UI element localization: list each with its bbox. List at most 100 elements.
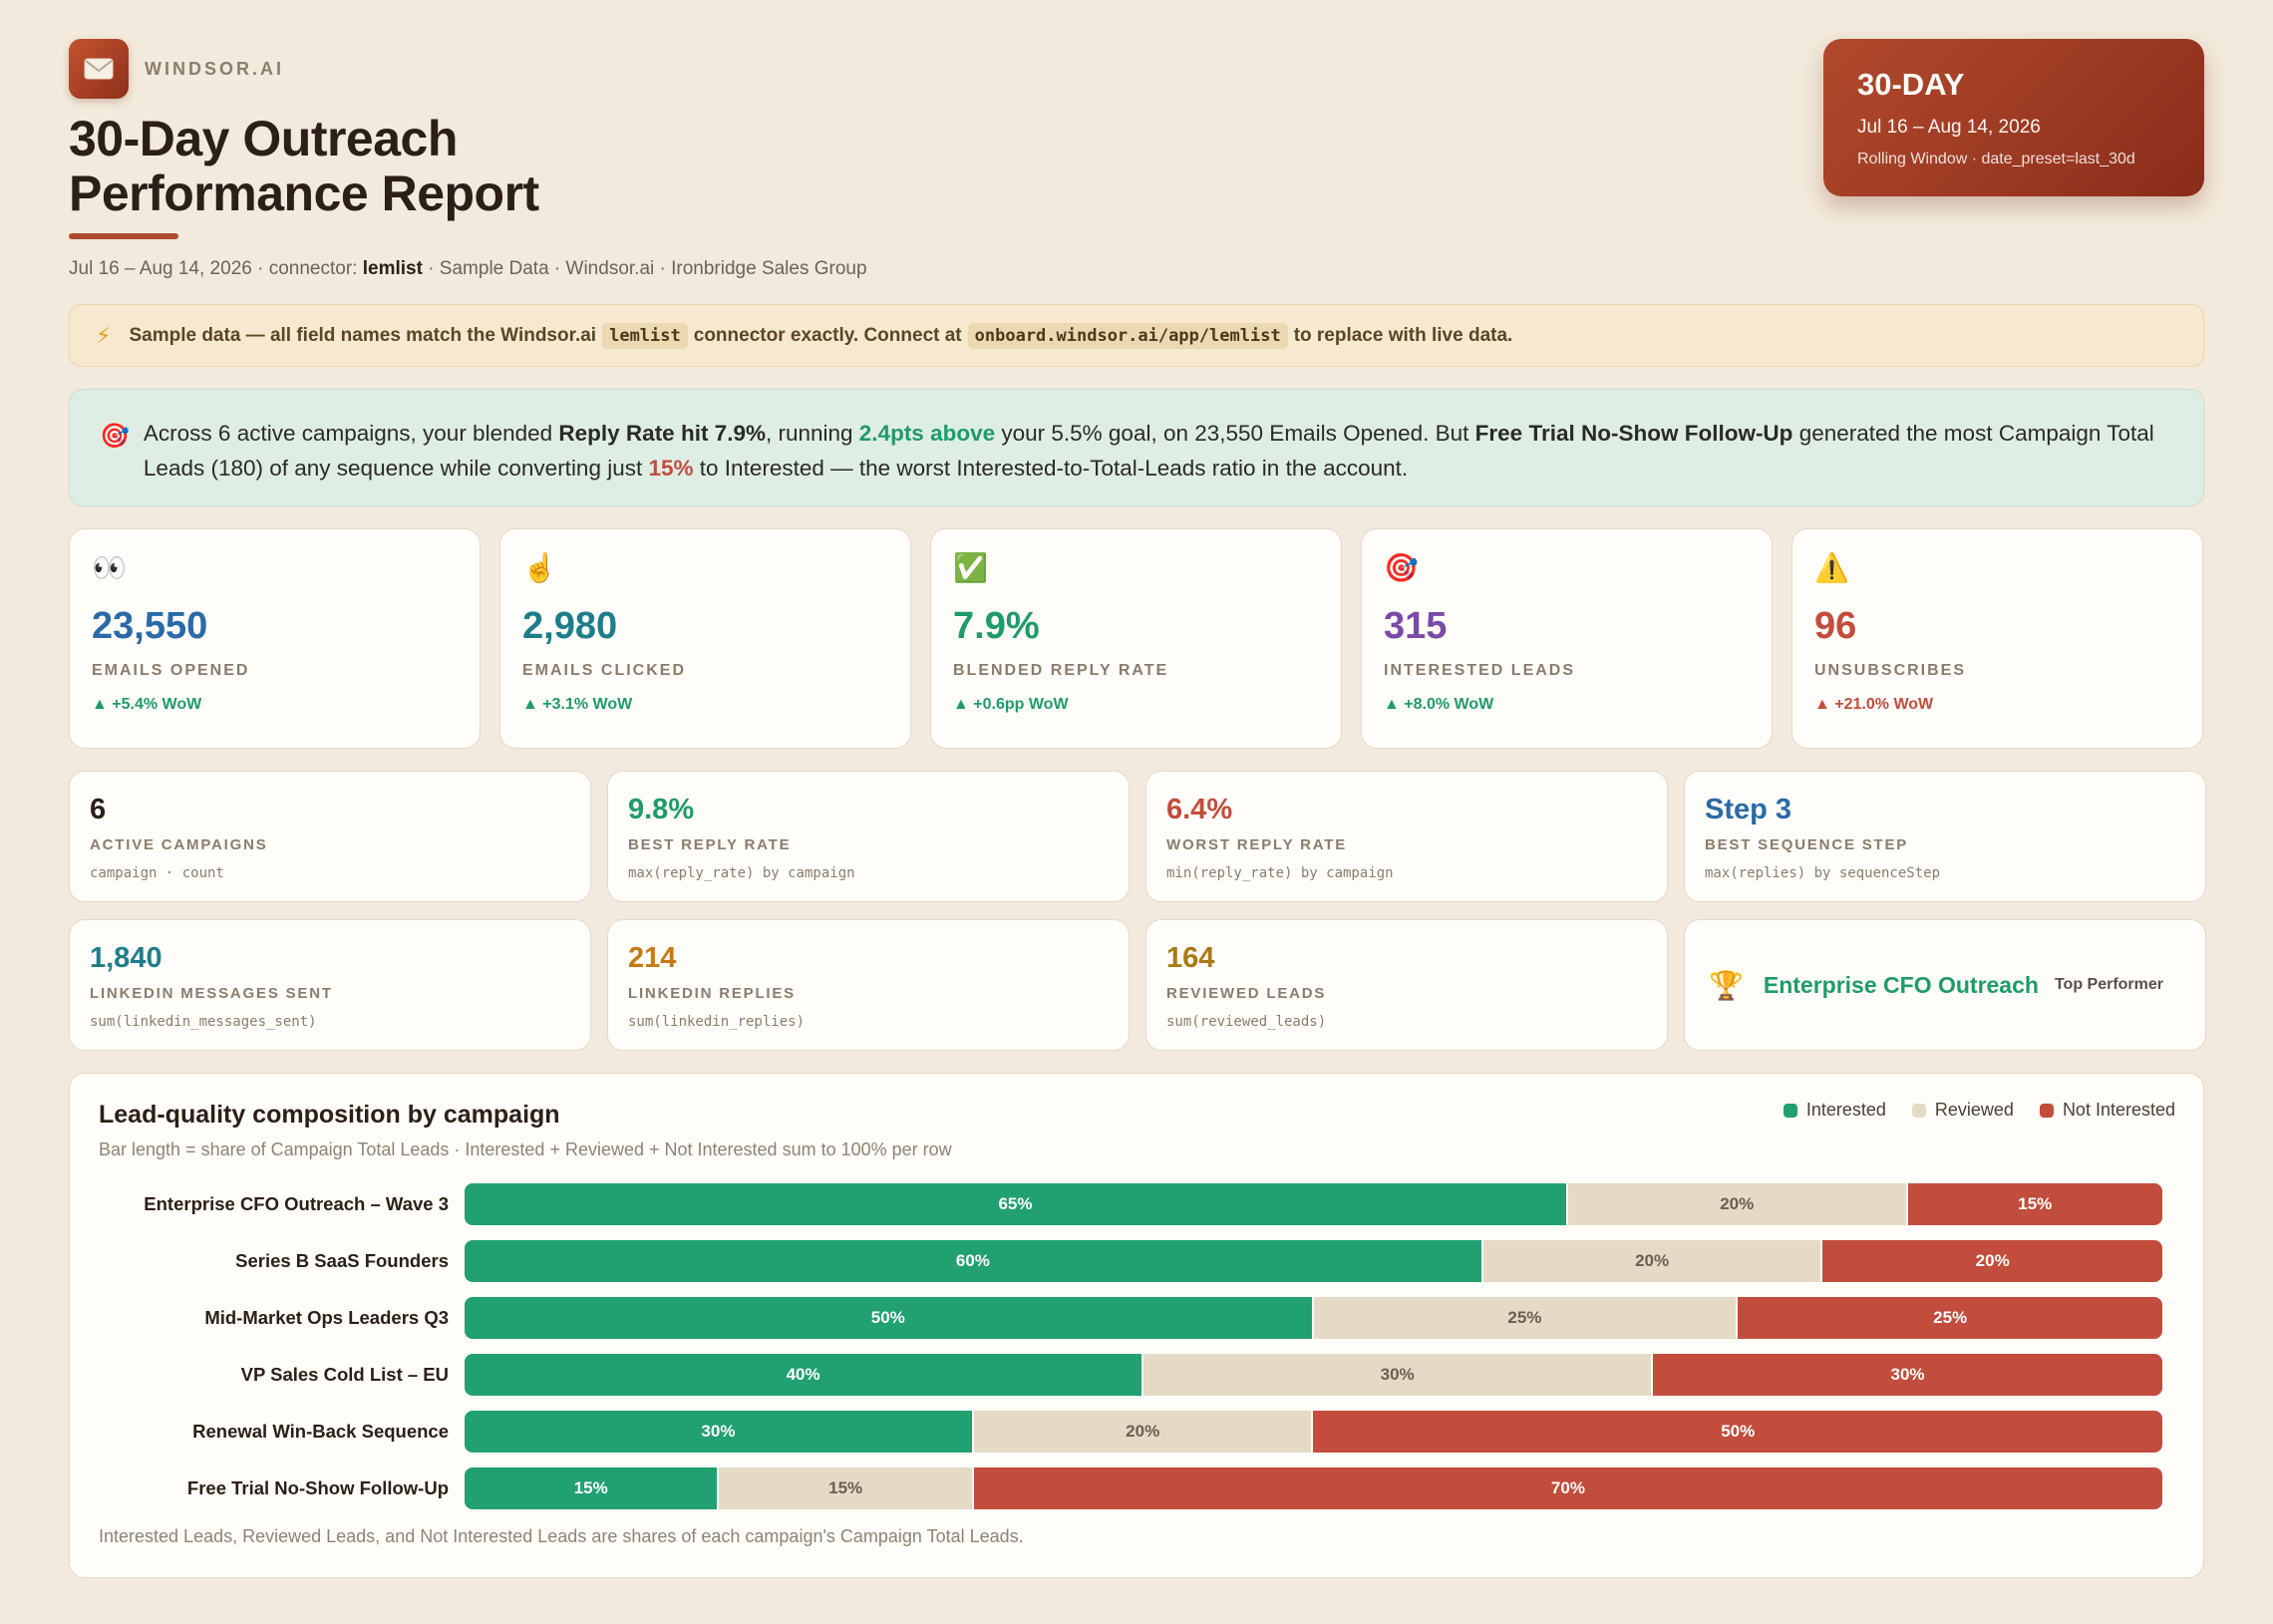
stacked-bar: 30% 20% 50% xyxy=(465,1411,2162,1453)
metric-formula: min(reply_rate) by campaign xyxy=(1166,865,1394,881)
brand: WINDSOR.AI xyxy=(69,39,284,99)
stacked-bar: 50% 25% 25% xyxy=(465,1297,2162,1339)
metric-value: 164 xyxy=(1166,942,1215,974)
period-title: 30-DAY xyxy=(1857,67,1965,102)
metric-formula: max(replies) by sequenceStep xyxy=(1705,865,1941,881)
metric-label: WORST REPLY RATE xyxy=(1166,836,1348,853)
kpi-delta: ▲ +0.6pp WoW xyxy=(953,696,1069,713)
metric-card: 1,840 LINKEDIN MESSAGES SENT sum(linkedin_… xyxy=(69,919,591,1051)
kpi-delta: ▲ +5.4% WoW xyxy=(92,696,202,713)
bar-segment-not-interested: 50% xyxy=(1313,1411,2162,1453)
legend-label: Interested xyxy=(1805,1100,1886,1120)
subtitle-source: · Sample Data · Windsor.ai · Ironbridge … xyxy=(422,258,867,279)
metric-label: ACTIVE CAMPAIGNS xyxy=(90,836,268,853)
kpi-label: INTERESTED LEADS xyxy=(1384,662,1576,679)
notice-text: to replace with live data. xyxy=(1293,324,1513,346)
brand-name: WINDSOR.AI xyxy=(145,58,284,79)
legend-item: Reviewed xyxy=(1911,1100,2014,1121)
kpi-card: 🎯 315 INTERESTED LEADS ▲ +8.0% WoW xyxy=(1361,528,1773,749)
subtitle-date-range: Jul 16 – Aug 14, 2026 · connector: xyxy=(69,258,363,279)
campaign-label: VP Sales Cold List – EU xyxy=(240,1364,449,1385)
period-card: 30-DAY Jul 16 – Aug 14, 2026 Rolling Win… xyxy=(1823,39,2204,196)
notice-text: Sample data — all field names match the … xyxy=(129,324,597,346)
kpi-value: 315 xyxy=(1384,605,1448,647)
envelope-icon xyxy=(69,39,129,99)
period-range: Jul 16 – Aug 14, 2026 xyxy=(1857,117,2041,138)
bar-segment-reviewed: 30% xyxy=(1143,1354,1654,1396)
metric-card: 6.4% WORST REPLY RATE min(reply_rate) by c… xyxy=(1145,771,1668,902)
insight-text: Across 6 active campaigns, your blended … xyxy=(143,421,2154,481)
metric-value: 214 xyxy=(628,942,677,974)
metric-label: BEST SEQUENCE STEP xyxy=(1705,836,1909,853)
metric-card: 6 ACTIVE CAMPAIGNS campaign · count xyxy=(69,771,591,902)
stacked-bar: 65% 20% 15% xyxy=(465,1183,2162,1225)
metric-card: 9.8% BEST REPLY RATE max(reply_rate) by ca… xyxy=(607,771,1130,902)
campaign-label: Mid-Market Ops Leaders Q3 xyxy=(204,1307,449,1328)
bar-segment-interested: 50% xyxy=(465,1297,1314,1339)
notice-text: connector exactly. Connect at xyxy=(693,324,962,346)
chart-row: Series B SaaS Founders 60% 20% 20% xyxy=(70,1240,2205,1282)
campaign-label: Renewal Win-Back Sequence xyxy=(192,1421,449,1442)
kpi-value: 23,550 xyxy=(92,605,208,647)
metric-value: 1,840 xyxy=(90,942,162,974)
stacked-bar: 60% 20% 20% xyxy=(465,1240,2162,1282)
chart-row: Renewal Win-Back Sequence 30% 20% 50% xyxy=(70,1411,2205,1453)
bar-segment-reviewed: 25% xyxy=(1313,1297,1739,1339)
legend-swatch xyxy=(2039,1103,2054,1118)
metric-label: LINKEDIN REPLIES xyxy=(628,985,796,1002)
metric-formula: sum(linkedin_messages_sent) xyxy=(90,1014,317,1030)
metric-value: 9.8% xyxy=(628,794,695,825)
metric-value: 6.4% xyxy=(1166,794,1233,825)
top-performer-card: 🏆 Enterprise CFO Outreach Top Performer xyxy=(1684,919,2206,1051)
kpi-card: ☝️ 2,980 EMAILS CLICKED ▲ +3.1% WoW xyxy=(499,528,911,749)
chart-subtitle: Bar length = share of Campaign Total Lea… xyxy=(99,1139,952,1159)
connector-chip: lemlist xyxy=(602,322,688,349)
kpi-delta: ▲ +8.0% WoW xyxy=(1384,696,1494,713)
bar-segment-interested: 40% xyxy=(465,1354,1144,1396)
metric-formula: sum(linkedin_replies) xyxy=(628,1014,806,1030)
target-icon: 🎯 xyxy=(1384,552,1419,583)
kpi-label: BLENDED REPLY RATE xyxy=(953,662,1169,679)
kpi-label: UNSUBSCRIBES xyxy=(1814,662,1967,679)
legend-swatch xyxy=(1783,1103,1797,1118)
metric-label: LINKEDIN MESSAGES SENT xyxy=(90,985,333,1002)
bar-segment-interested: 15% xyxy=(465,1467,720,1509)
metric-value: Step 3 xyxy=(1705,794,1792,825)
metric-card: 214 LINKEDIN REPLIES sum(linkedin_replies) xyxy=(607,919,1130,1051)
bar-segment-interested: 60% xyxy=(465,1240,1483,1282)
metric-formula: max(reply_rate) by campaign xyxy=(628,865,855,881)
legend-swatch xyxy=(1911,1103,1926,1118)
page-title: 30-Day Outreach Performance Report xyxy=(69,111,539,221)
chart-row: VP Sales Cold List – EU 40% 30% 30% xyxy=(70,1354,2205,1396)
legend-label: Reviewed xyxy=(1934,1100,2014,1120)
check-icon: ✅ xyxy=(953,552,988,583)
metric-card: Step 3 BEST SEQUENCE STEP max(replies) by … xyxy=(1684,771,2206,902)
chart-row: Free Trial No-Show Follow-Up 15% 15% 70% xyxy=(70,1467,2205,1509)
metric-formula: campaign · count xyxy=(90,865,224,881)
chart-title: Lead-quality composition by campaign xyxy=(99,1101,560,1129)
lead-quality-chart: Lead-quality composition by campaign Bar… xyxy=(69,1073,2204,1578)
metric-label: BEST REPLY RATE xyxy=(628,836,792,853)
eyes-icon: 👀 xyxy=(92,552,127,583)
bar-segment-interested: 65% xyxy=(465,1183,1568,1225)
onboard-link[interactable]: onboard.windsor.ai/app/lemlist xyxy=(967,322,1288,349)
kpi-value: 96 xyxy=(1814,605,1857,647)
kpi-value: 7.9% xyxy=(953,605,1040,647)
pointer-icon: ☝️ xyxy=(522,552,557,583)
bar-segment-reviewed: 15% xyxy=(719,1467,974,1509)
kpi-card: ✅ 7.9% BLENDED REPLY RATE ▲ +0.6pp WoW xyxy=(930,528,1342,749)
kpi-label: EMAILS OPENED xyxy=(92,662,250,679)
bar-segment-not-interested: 20% xyxy=(1822,1240,2162,1282)
kpi-delta: ▲ +21.0% WoW xyxy=(1814,696,1934,713)
sample-data-notice: ⚡ Sample data — all field names match th… xyxy=(69,304,2204,367)
bar-segment-not-interested: 25% xyxy=(1738,1297,2162,1339)
legend-item: Interested xyxy=(1783,1100,1886,1121)
kpi-label: EMAILS CLICKED xyxy=(522,662,686,679)
stacked-bar: 40% 30% 30% xyxy=(465,1354,2162,1396)
campaign-label: Free Trial No-Show Follow-Up xyxy=(186,1477,449,1498)
kpi-delta: ▲ +3.1% WoW xyxy=(522,696,633,713)
top-performer-tag: Top Performer xyxy=(2054,976,2164,993)
bar-segment-reviewed: 20% xyxy=(1567,1183,1908,1225)
connector-name: lemlist xyxy=(362,258,423,279)
bar-segment-not-interested: 30% xyxy=(1653,1354,2162,1396)
